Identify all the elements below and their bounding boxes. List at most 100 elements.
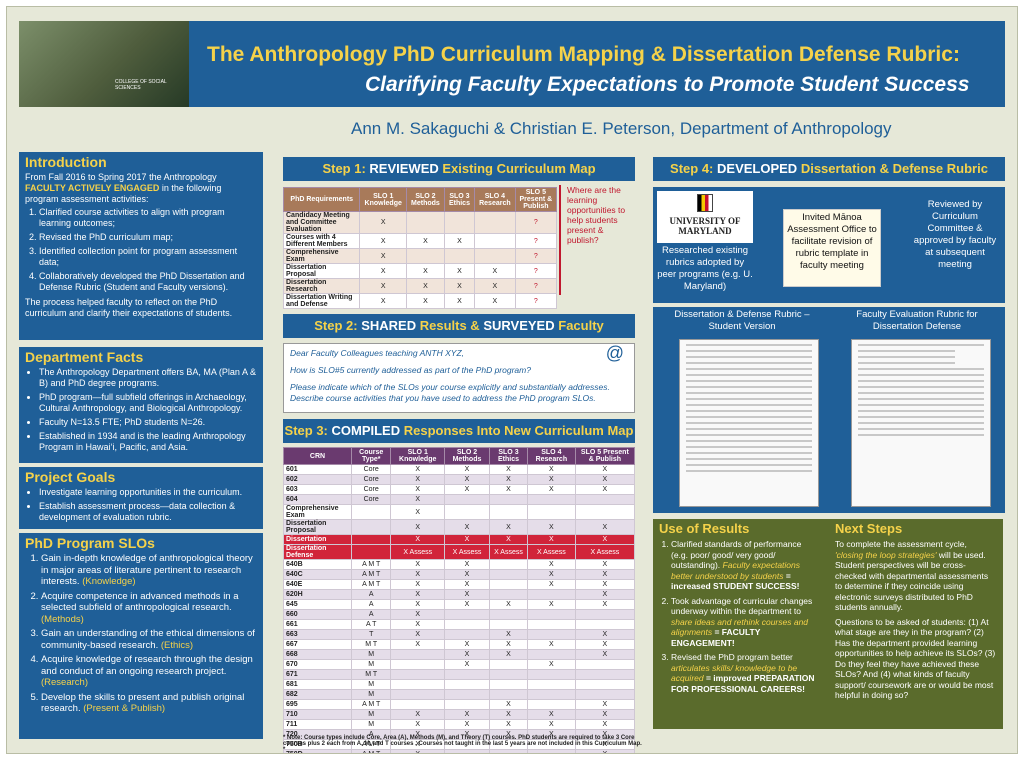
step3-table: CRN Course Type* SLO 1 Knowledge SLO 2 Meth… (283, 447, 636, 753)
table-cell: X Assess (390, 544, 445, 560)
header-photo: COLLEGE OF SOCIAL SCIENCES (19, 21, 189, 107)
table-cell (444, 494, 490, 505)
table-cell: 603 (283, 484, 352, 495)
table-cell: X (574, 569, 636, 580)
table-cell: X (526, 569, 576, 580)
table-cell (474, 233, 516, 249)
table-row: 750DA M TXX (283, 749, 636, 753)
survey-greeting: Dear Faculty Colleagues teaching ANTH XY… (290, 348, 465, 358)
table-cell (444, 609, 490, 620)
table-cell (390, 649, 445, 660)
table-cell (350, 544, 392, 560)
table-cell: ? (514, 233, 558, 249)
slos-title: PhD Program SLOs (25, 535, 155, 551)
column-header: SLO 4 Research (474, 187, 516, 212)
slo-text: Develop the skills to present and publis… (41, 691, 245, 715)
table-cell: X (488, 599, 528, 610)
table-cell (574, 494, 636, 505)
intro-panel: Introduction From Fall 2016 to Spring 20… (19, 152, 263, 340)
table-cell (488, 559, 528, 570)
table-cell: Dissertation (283, 534, 352, 545)
list-item: PhD program—full subfield offerings in A… (39, 392, 257, 414)
step-verb: REVIEWED (369, 161, 439, 176)
table-row: 663 T X X X (283, 629, 636, 640)
table-row: 645 A X X X X X (283, 599, 636, 610)
table-cell: M T (350, 639, 392, 650)
step-verb: COMPILED (331, 423, 401, 438)
list-item: Establish assessment process—data collec… (39, 501, 257, 523)
list-item: Gain in-depth knowledge of anthropologic… (41, 553, 257, 588)
slos-panel: PhD Program SLOs Gain in-depth knowledge… (19, 533, 263, 739)
poster-title: The Anthropology PhD Curriculum Mapping … (207, 43, 960, 66)
table-cell (574, 679, 636, 690)
table-cell: X (488, 709, 528, 720)
table-cell: X (488, 534, 528, 545)
list-item: Took advantage of curricular changes und… (671, 596, 819, 649)
table-row: Comprehensive Exam X? (282, 248, 558, 264)
list-item: Clarified course activities to align wit… (39, 207, 257, 229)
table-cell: A M T (350, 569, 392, 580)
table-cell: 602 (283, 474, 352, 485)
table-cell (488, 609, 528, 620)
table-cell: M (350, 689, 392, 700)
next-em: 'closing the loop strategies' (835, 549, 937, 560)
table-cell: 660 (283, 609, 352, 620)
step4-header: Step 4: DEVELOPED Dissertation & Defense… (653, 157, 1005, 181)
table-cell: 604 (283, 494, 352, 505)
table-cell (526, 669, 576, 680)
table-cell: Dissertation Research (282, 278, 361, 294)
table-row: Dissertation Proposal X X X X X (283, 519, 636, 535)
table-cell: X (574, 639, 636, 650)
list-item: Identified collection point for program … (39, 246, 257, 268)
table-cell: Core (350, 484, 392, 495)
column-header: CRN (283, 447, 352, 465)
table-row: Courses with 4 Different Members X X X? (282, 233, 558, 249)
table-cell: Dissertation Defense (283, 544, 352, 560)
table-cell: 681 (283, 679, 352, 690)
table-cell: X (574, 559, 636, 570)
slo-tag: (Research) (41, 677, 88, 688)
step-rest: Responses Into New Curriculum Map (403, 423, 634, 438)
table-cell: X (390, 619, 445, 630)
table-cell: X (444, 464, 490, 475)
table-cell (526, 619, 576, 630)
table-cell (444, 619, 490, 630)
list-item: Revised the PhD program better articulat… (671, 652, 819, 694)
table-cell: Comprehensive Exam (283, 504, 352, 520)
table-cell: 601 (283, 464, 352, 475)
table-row: Candidacy Meeting and Committee Evaluati… (282, 211, 558, 234)
next-text-2: will be used. Student perspectives will … (835, 549, 989, 613)
table-cell: X (390, 569, 445, 580)
table-cell: X Assess (444, 544, 490, 560)
step3-note: * Note: Course types include Core, Area … (283, 735, 642, 753)
table-cell (574, 669, 636, 680)
table-cell: X (526, 709, 576, 720)
table-cell: X (443, 278, 476, 294)
table-row: 603 Core X X X X X (283, 484, 636, 495)
table-cell (444, 699, 490, 710)
list-item: Established in 1934 and is the leading A… (39, 431, 257, 453)
table-cell: X (390, 719, 445, 730)
table-cell (488, 494, 528, 505)
table-row: Comprehensive Exam X (283, 504, 636, 520)
survey-instruction: Please indicate which of the SLOs your c… (290, 382, 610, 403)
table-cell: Dissertation Proposal (282, 263, 361, 279)
table-cell (474, 248, 516, 264)
table-cell: X (488, 474, 528, 485)
table-cell: X (526, 599, 576, 610)
table-cell: 640B (283, 559, 352, 570)
table-cell: X (574, 699, 636, 710)
table-cell (526, 589, 576, 600)
table-cell: Courses with 4 Different Members (282, 233, 361, 249)
table-cell: X (526, 559, 576, 570)
table-cell: A M T (350, 749, 392, 753)
column-header: SLO 4 Research (526, 447, 576, 465)
step-mid: Results & (419, 318, 480, 333)
table-cell (444, 679, 490, 690)
facts-list: The Anthropology Department offers BA, M… (33, 367, 263, 453)
table-cell: X (474, 278, 516, 294)
table-cell: X (574, 534, 636, 545)
table-cell: 710 (283, 709, 352, 720)
table-cell: X (359, 278, 407, 294)
table-cell: X (444, 569, 490, 580)
